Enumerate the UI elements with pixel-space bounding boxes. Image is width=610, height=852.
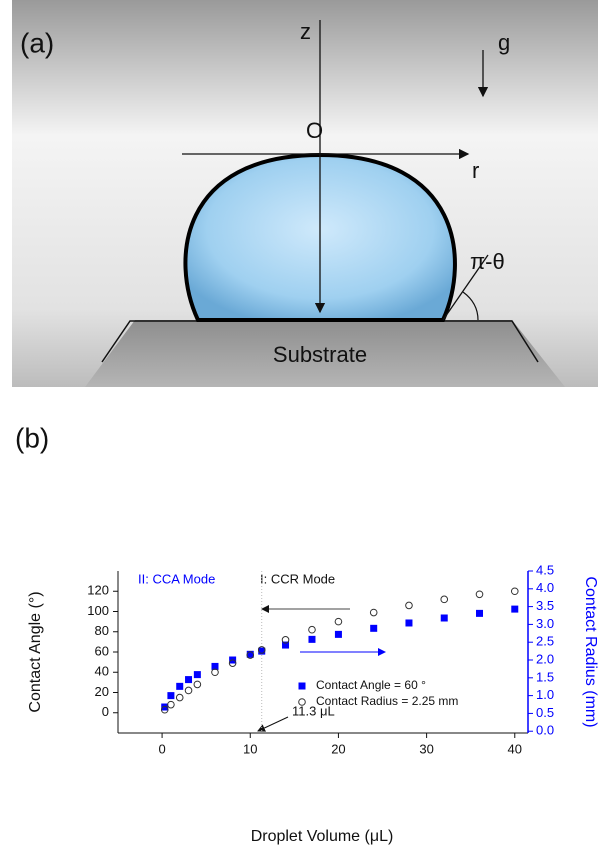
data-point <box>168 701 175 708</box>
y-tick-label: 60 <box>95 643 109 658</box>
y2-axis-label: Contact Radius (mm) <box>582 576 599 727</box>
data-point <box>176 694 183 701</box>
data-point <box>476 610 483 617</box>
panel-label: (a) <box>20 27 54 58</box>
x-tick-label: 20 <box>331 741 345 756</box>
data-point <box>335 631 342 638</box>
plot: 0 10 20 30 40 0 20 40 60 80 100 120 0.0 0.5 1.0 1.5 2.0 2… <box>87 562 554 756</box>
data-point <box>405 619 412 626</box>
r-label: r <box>472 158 479 183</box>
data-point <box>370 625 377 632</box>
y2-tick-label: 1.0 <box>536 687 554 702</box>
y-tick-label: 100 <box>87 603 109 618</box>
y2-tick-label: 2.0 <box>536 651 554 666</box>
data-point <box>441 596 448 603</box>
legend-marker <box>299 683 306 690</box>
angle-label: π-θ <box>470 249 505 274</box>
legend-label: Contact Angle = 60 ° <box>316 678 426 692</box>
y-tick-label: 40 <box>95 664 109 679</box>
data-point <box>176 683 183 690</box>
data-point <box>194 681 201 688</box>
y2-tick-label: 1.5 <box>536 669 554 684</box>
y2-tick-label: 4.5 <box>536 562 554 577</box>
y-tick-label: 80 <box>95 623 109 638</box>
y-axis-label: Contact Angle (°) <box>27 591 44 712</box>
panel-a: (a) z g O r π-θ Substrate <box>12 0 598 387</box>
y2-tick-label: 0.5 <box>536 705 554 720</box>
x-tick-label: 30 <box>419 741 433 756</box>
data-point <box>370 609 377 616</box>
g-label: g <box>498 30 510 55</box>
y2-tick-label: 0.0 <box>536 723 554 738</box>
annotation-arrow <box>258 717 288 731</box>
y-tick-label: 120 <box>87 583 109 598</box>
data-point <box>308 636 315 643</box>
z-label: z <box>300 19 311 44</box>
y-tick-label: 20 <box>95 684 109 699</box>
data-point <box>441 614 448 621</box>
data-point <box>511 588 518 595</box>
x-tick-label: 10 <box>243 741 257 756</box>
x-axis-label: Droplet Volume (μL) <box>251 828 394 845</box>
data-point <box>309 626 316 633</box>
data-point <box>185 687 192 694</box>
figure: (a) z g O r π-θ Substrate (b) Droplet Vo… <box>0 0 610 847</box>
origin-label: O <box>306 118 323 143</box>
data-point <box>335 618 342 625</box>
y2-tick-label: 2.5 <box>536 634 554 649</box>
substrate-label: Substrate <box>273 342 367 367</box>
y2-tick-label: 3.0 <box>536 616 554 631</box>
data-point <box>511 606 518 613</box>
panel-label: (b) <box>15 422 49 453</box>
annotation: II: CCA Mode <box>138 571 215 586</box>
y2-tick-label: 4.0 <box>536 580 554 595</box>
data-point <box>194 671 201 678</box>
annotation: I: CCR Mode <box>260 571 335 586</box>
legend-label: Contact Radius = 2.25 mm <box>316 694 458 708</box>
data-point <box>185 676 192 683</box>
data-point <box>476 591 483 598</box>
x-tick-label: 40 <box>508 741 522 756</box>
data-point <box>406 602 413 609</box>
y2-tick-label: 3.5 <box>536 598 554 613</box>
data-point <box>212 669 219 676</box>
x-tick-label: 0 <box>158 741 165 756</box>
data-point <box>167 692 174 699</box>
y-tick-label: 0 <box>102 704 109 719</box>
